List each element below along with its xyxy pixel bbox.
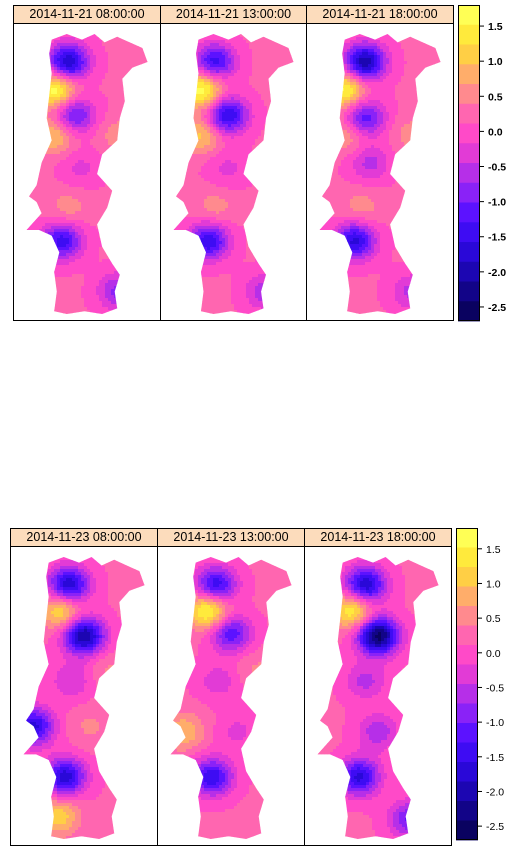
colorkey-swatch [456,684,478,704]
colorkey-tick-label: -1.5 [486,752,504,764]
heatmap-cells [168,557,294,839]
map-svg [14,24,160,320]
colorkey-tick-label: -2.0 [486,786,504,798]
colorkey-tick-label: -2.0 [488,267,506,279]
colorkey-swatch [458,163,480,183]
colorkey-swatch [458,143,480,163]
colorkey-swatch [456,645,478,665]
colorkey-tick-label: 0.0 [488,126,503,138]
colorkey-swatch [456,665,478,685]
heatmap-cells [21,557,147,839]
map-svg [307,24,453,320]
panel-strip-label: 2014-11-21 08:00:00 [14,6,160,24]
colorkey-swatch [456,762,478,782]
map-panel: 2014-11-21 18:00:00 [306,5,454,321]
colorkey-swatch [456,548,478,568]
heatmap-map [11,547,157,845]
colorkey-svg: 1.5 1.0 0.5 0.0 -0.5 -1.0 -1.5 -2.0 -2.5 [456,528,518,840]
colorkey-swatch [456,743,478,763]
panel-strip-label: 2014-11-23 18:00:00 [305,529,451,547]
panel-strip-label: 2014-11-23 13:00:00 [158,529,304,547]
colorkey-swatch [456,528,478,548]
colorkey: 1.5 1.0 0.5 0.0 -0.5 -1.0 -1.5 -2.0 -2.5 [456,528,518,840]
colorkey-swatch [458,5,480,25]
colorkey-tick-label: 0.5 [488,91,503,103]
map-svg [158,547,304,845]
colorkey-swatch [458,203,480,223]
heatmap-map [307,24,453,320]
heatmap-cells [171,34,297,316]
colorkey-tick-label: 0.0 [486,648,501,660]
colorkey-tick-label: 0.5 [486,613,501,625]
colorkey-swatch [456,587,478,607]
map-panel: 2014-11-21 13:00:00 [160,5,307,321]
colorkey-tick-label: -1.0 [488,197,506,209]
colorkey-swatch [456,606,478,626]
map-panel: 2014-11-23 08:00:00 [10,528,158,846]
colorkey-tick-label: -0.5 [486,682,504,694]
map-panel: 2014-11-23 18:00:00 [304,528,452,846]
colorkey-tick-label: 1.5 [486,544,501,556]
colorkey-tick-label: -1.0 [486,717,504,729]
colorkey-swatch [458,282,480,302]
panel-strip-label: 2014-11-23 08:00:00 [11,529,157,547]
colorkey-swatch [458,242,480,262]
colorkey-tick-label: 1.0 [486,578,501,590]
colorkey-swatch [456,821,478,841]
colorkey-swatch [458,25,480,45]
colorkey-swatch [458,45,480,65]
panel-strip-label: 2014-11-21 13:00:00 [161,6,306,24]
colorkey: 1.5 1.0 0.5 0.0 -0.5 -1.0 -1.5 -2.0 -2.5 [458,5,518,321]
colorkey-tick-label: -2.5 [488,302,506,314]
colorkey-tick-label: 1.0 [488,56,503,68]
panel-strip-label: 2014-11-21 18:00:00 [307,6,453,24]
map-svg [305,547,451,845]
heatmap-map [305,547,451,845]
heatmap-map [161,24,306,320]
heatmap-cells [315,557,441,839]
map-panel: 2014-11-21 08:00:00 [13,5,161,321]
colorkey-swatch [458,64,480,84]
map-svg [161,24,306,320]
colorkey-tick-label: -2.5 [486,821,504,833]
heatmap-map [158,547,304,845]
colorkey-swatch [456,704,478,724]
colorkey-swatch [458,262,480,282]
colorkey-swatch [458,183,480,203]
colorkey-swatch [456,626,478,646]
spatiotemporal-figure-bottom: 2014-11-23 08:00:00 2014-11-23 13:00:00 … [0,520,521,841]
colorkey-tick-label: 1.5 [488,21,503,33]
colorkey-swatch [458,301,480,321]
colorkey-svg: 1.5 1.0 0.5 0.0 -0.5 -1.0 -1.5 -2.0 -2.5 [458,5,518,321]
map-panel: 2014-11-23 13:00:00 [157,528,305,846]
heatmap-map [14,24,160,320]
colorkey-swatch [458,104,480,124]
colorkey-swatch [456,723,478,743]
spatiotemporal-figure-top: 2014-11-21 08:00:00 2014-11-21 13:00:00 … [0,0,521,330]
colorkey-tick-label: -0.5 [488,162,506,174]
heatmap-cells [24,34,150,316]
map-svg [11,547,157,845]
colorkey-tick-label: -1.5 [488,232,506,244]
colorkey-swatch [456,567,478,587]
heatmap-cells [317,34,443,316]
colorkey-swatch [458,222,480,242]
colorkey-swatch [456,801,478,821]
colorkey-swatch [456,782,478,802]
colorkey-swatch [458,84,480,104]
colorkey-swatch [458,124,480,144]
